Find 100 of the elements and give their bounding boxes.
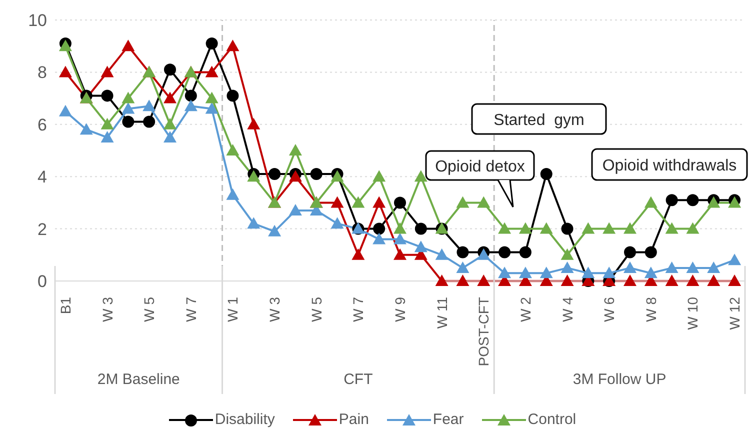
point — [206, 37, 218, 50]
point — [582, 266, 595, 278]
point — [164, 64, 176, 76]
point — [164, 92, 176, 104]
y-tick-label: 6 — [38, 115, 47, 134]
point — [414, 222, 427, 235]
point — [728, 274, 742, 286]
point — [644, 266, 658, 278]
x-tick-label: W 4 — [559, 296, 576, 322]
point — [226, 144, 240, 156]
point — [268, 224, 282, 236]
x-tick-label: POST-CFT — [476, 296, 492, 366]
point — [540, 168, 552, 180]
point — [352, 248, 365, 260]
point — [624, 274, 636, 286]
point — [561, 222, 574, 235]
point — [101, 90, 114, 102]
x-tick-label: W 5 — [308, 296, 324, 322]
x-tick-label: W 10 — [684, 296, 701, 330]
point — [394, 248, 406, 260]
point — [205, 102, 218, 114]
point — [624, 222, 636, 234]
legend-label: Disability — [214, 411, 275, 428]
point — [519, 246, 532, 258]
x-tick-label: W 12 — [726, 296, 743, 330]
point — [456, 246, 469, 258]
point — [205, 92, 218, 104]
annotation: Opioid withdrawals — [602, 158, 737, 174]
point — [456, 274, 470, 286]
point — [100, 130, 114, 142]
text: 3M Follow UP — [572, 371, 666, 388]
point — [707, 261, 720, 273]
point — [518, 222, 532, 234]
point — [456, 196, 470, 208]
x-tick-label: W 3 — [266, 296, 283, 322]
point — [226, 90, 239, 102]
point — [122, 116, 134, 128]
point — [498, 222, 512, 234]
legend-label: Fear — [432, 411, 464, 428]
point — [498, 266, 512, 278]
x-tick-label: W 7 — [182, 296, 199, 322]
point — [372, 170, 386, 182]
point — [518, 266, 532, 278]
point — [602, 222, 616, 234]
point — [498, 246, 511, 258]
point — [435, 274, 448, 286]
point — [268, 168, 281, 180]
text: CFT — [344, 371, 373, 388]
point — [394, 196, 406, 209]
point — [142, 100, 156, 112]
point — [414, 240, 428, 252]
point — [330, 217, 344, 229]
point — [665, 274, 678, 286]
point — [394, 222, 406, 234]
legend-label: Control — [526, 411, 576, 428]
annotation: Opioid detox — [435, 158, 525, 176]
point — [644, 246, 657, 258]
point — [477, 196, 490, 208]
point — [728, 254, 742, 266]
point — [122, 40, 135, 52]
point — [122, 102, 135, 114]
annotation: Started gym — [494, 112, 584, 129]
point — [143, 116, 156, 128]
y-tick-label: 8 — [38, 63, 47, 82]
point — [477, 274, 490, 286]
point — [58, 104, 72, 116]
y-tick-label: 10 — [28, 11, 47, 30]
point — [665, 261, 678, 273]
point — [644, 196, 658, 208]
x-tick-label: W 6 — [601, 296, 618, 322]
point — [288, 144, 302, 156]
y-tick-label: 0 — [38, 272, 47, 292]
x-tick-label: W 2 — [517, 296, 534, 322]
point — [665, 222, 678, 234]
point — [122, 92, 135, 104]
y-tick-label: 2 — [38, 220, 47, 239]
y-tick-label: 4 — [38, 168, 47, 187]
x-tick-label: W 8 — [642, 296, 659, 322]
point — [686, 261, 700, 273]
point — [164, 118, 176, 130]
point — [686, 274, 700, 286]
x-tick-label: W 3 — [99, 296, 116, 322]
callout-box: Started gym — [471, 103, 607, 135]
point — [226, 188, 240, 200]
point — [205, 66, 218, 78]
point — [624, 246, 636, 258]
x-tick-label: W 11 — [434, 296, 450, 329]
point — [560, 248, 574, 260]
point — [100, 66, 114, 78]
point — [247, 217, 260, 229]
point — [288, 204, 302, 216]
text: 2M Baseline — [97, 371, 180, 388]
point — [226, 40, 240, 52]
point — [372, 196, 386, 208]
point — [435, 248, 448, 260]
point — [414, 170, 428, 182]
point — [666, 194, 678, 206]
point — [560, 274, 574, 286]
point — [58, 66, 72, 78]
point — [582, 222, 595, 234]
